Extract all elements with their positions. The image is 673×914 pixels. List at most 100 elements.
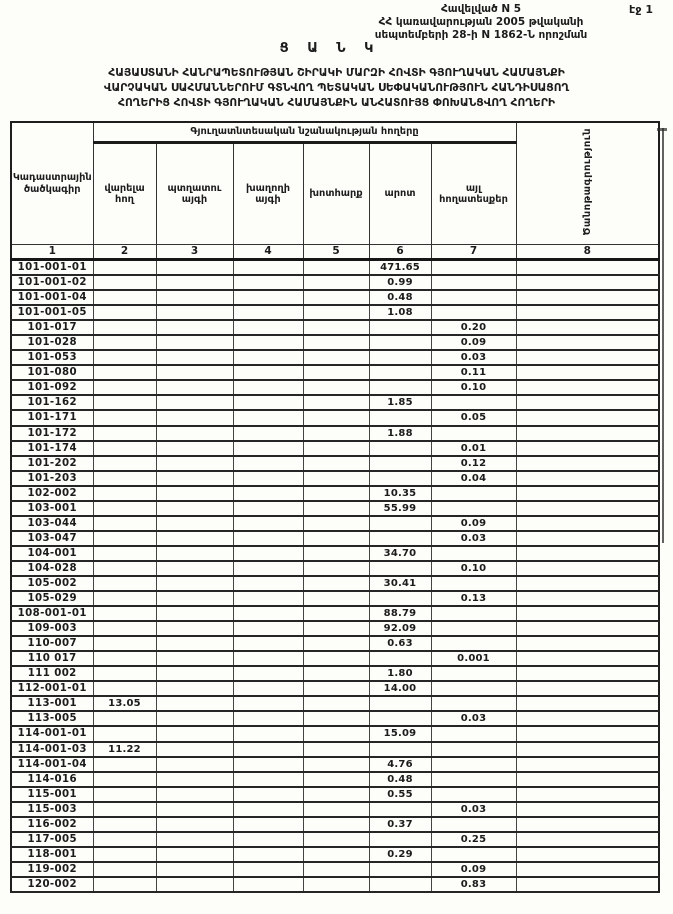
value-cell: 0.03 <box>430 349 517 367</box>
value-cell <box>430 846 517 863</box>
table-header: Կադաստրային ծածկագիր Գյուղատնտեսական նշա… <box>10 121 660 261</box>
value-cell <box>430 500 517 517</box>
value-cell: 0.63 <box>368 635 432 653</box>
value-cell: 1.85 <box>368 394 432 412</box>
table-row: 114-001-04 4.76 <box>10 756 660 773</box>
value-cell <box>232 379 304 397</box>
value-cell <box>368 740 432 758</box>
table-row: 101-203 0.04 <box>10 470 660 487</box>
code-cell: 113-001 <box>10 695 94 713</box>
value-cell <box>232 635 304 653</box>
table-body: 101-001-01 471.65 101-001-02 0.99 101-001-04… <box>10 259 660 893</box>
column-number: 4 <box>232 244 304 261</box>
value-cell <box>430 816 517 833</box>
note-cell <box>515 590 660 608</box>
scan-edge-artifact <box>657 128 667 131</box>
note-cell <box>515 695 660 713</box>
value-cell: 10.35 <box>368 485 432 502</box>
note-cell <box>515 620 660 638</box>
value-cell <box>232 334 304 352</box>
note-cell <box>515 259 660 277</box>
value-cell: 0.37 <box>368 816 432 833</box>
value-cell <box>155 710 234 728</box>
value-cell <box>302 259 370 277</box>
header-cadastral-code: Կադաստրային ծածկագիր <box>10 121 94 245</box>
value-cell: 0.20 <box>430 319 517 337</box>
code-cell: 101-203 <box>10 470 94 487</box>
value-cell: 0.09 <box>430 861 517 878</box>
value-cell <box>302 349 370 367</box>
title-line: ՀՈՂԵՐԻՑ ՀՈՎՏԻ ԳՅՈՒՂԱԿԱՆ ՀԱՄԱՅՆՔԻՆ ԱՆՀԱՏՈ… <box>118 96 555 109</box>
value-cell <box>430 304 517 322</box>
value-cell <box>92 289 157 307</box>
value-cell <box>232 440 304 457</box>
column-number: 1 <box>10 244 94 261</box>
value-cell <box>92 650 157 668</box>
value-cell <box>92 876 157 893</box>
value-cell: 4.76 <box>368 756 432 773</box>
value-cell: 0.04 <box>430 470 517 487</box>
note-cell <box>515 560 660 577</box>
value-cell <box>232 409 304 427</box>
code-cell: 118-001 <box>10 846 94 863</box>
value-cell <box>232 515 304 532</box>
value-cell <box>302 545 370 562</box>
value-cell <box>155 259 234 277</box>
code-cell: 104-028 <box>10 560 94 577</box>
value-cell <box>302 530 370 547</box>
value-cell <box>92 545 157 562</box>
value-cell <box>368 319 432 337</box>
note-cell <box>515 740 660 758</box>
value-cell <box>155 816 234 833</box>
value-cell <box>368 831 432 848</box>
code-cell: 119-002 <box>10 861 94 878</box>
value-cell <box>232 605 304 623</box>
value-cell: 0.09 <box>430 515 517 532</box>
value-cell <box>155 786 234 803</box>
value-cell: 0.48 <box>368 771 432 788</box>
table-row: 101-092 0.10 <box>10 379 660 397</box>
appendix-line: Հավելված N 5 <box>440 3 522 15</box>
value-cell <box>430 605 517 623</box>
value-cell <box>155 319 234 337</box>
value-cell <box>155 680 234 698</box>
value-cell: 0.55 <box>368 786 432 803</box>
value-cell <box>92 665 157 683</box>
code-cell: 103-044 <box>10 515 94 532</box>
table-row: 101-202 0.12 <box>10 455 660 472</box>
code-cell: 111 002 <box>10 665 94 683</box>
note-cell <box>515 409 660 427</box>
value-cell <box>368 861 432 878</box>
table-row: 108-001-01 88.79 <box>10 605 660 623</box>
table-row: 120-002 0.83 <box>10 876 660 893</box>
table-row: 101-053 0.03 <box>10 349 660 367</box>
value-cell: 11.22 <box>92 740 157 758</box>
value-cell <box>302 590 370 608</box>
value-cell <box>155 545 234 562</box>
value-cell: 0.99 <box>368 274 432 292</box>
table-row: 114-001-03 11.22 <box>10 740 660 758</box>
value-cell <box>302 756 370 773</box>
note-cell <box>515 319 660 337</box>
value-cell <box>155 334 234 352</box>
value-cell <box>368 560 432 577</box>
value-cell <box>155 394 234 412</box>
code-cell: 110-007 <box>10 635 94 653</box>
note-cell <box>515 515 660 532</box>
value-cell <box>155 650 234 668</box>
header-pasture: արոտ <box>368 142 432 245</box>
value-cell <box>302 455 370 472</box>
value-cell <box>368 590 432 608</box>
value-cell <box>92 319 157 337</box>
value-cell <box>232 756 304 773</box>
value-cell <box>430 771 517 788</box>
value-cell <box>302 500 370 517</box>
table-row: 115-001 0.55 <box>10 786 660 803</box>
note-cell <box>515 846 660 863</box>
value-cell: 0.25 <box>430 831 517 848</box>
value-cell <box>232 485 304 502</box>
note-cell <box>515 470 660 487</box>
value-cell <box>368 349 432 367</box>
value-cell <box>232 545 304 562</box>
header-note: Ծանոթագրություն <box>515 121 660 245</box>
